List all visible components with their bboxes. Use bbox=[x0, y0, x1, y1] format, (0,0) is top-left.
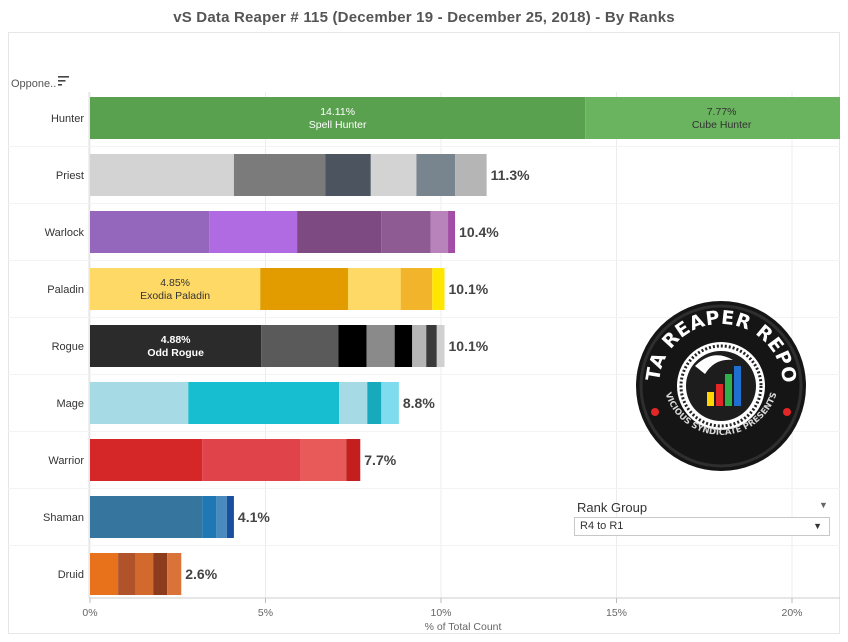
bar-segment[interactable] bbox=[426, 325, 437, 367]
bar-segment[interactable] bbox=[366, 325, 395, 367]
bar-segment[interactable] bbox=[448, 211, 456, 253]
bar-total-label: 2.6% bbox=[185, 566, 217, 582]
y-category-label: Hunter bbox=[51, 113, 84, 125]
y-category-label: Paladin bbox=[47, 284, 84, 296]
bar-segment[interactable] bbox=[260, 268, 348, 310]
sort-axis-label[interactable]: Oppone.. bbox=[11, 78, 57, 90]
bar-segment[interactable] bbox=[367, 382, 382, 424]
bar-segment[interactable] bbox=[153, 553, 168, 595]
bar-total-label: 8.8% bbox=[403, 395, 435, 411]
bar-segment[interactable] bbox=[338, 325, 367, 367]
bar-segment[interactable] bbox=[432, 268, 445, 310]
chart-border bbox=[8, 32, 840, 634]
y-category-label: Shaman bbox=[43, 512, 84, 524]
bar-segment[interactable] bbox=[90, 382, 189, 424]
bar-segment[interactable] bbox=[90, 211, 210, 253]
bar-segment[interactable] bbox=[233, 154, 326, 196]
segment-value-label: 4.88% bbox=[161, 334, 191, 346]
bar-segment[interactable] bbox=[297, 211, 382, 253]
bar-segment[interactable] bbox=[202, 439, 301, 481]
bar-segment[interactable] bbox=[436, 325, 445, 367]
chart-frame: 0%5%10%15%20%25%30%35%% of Total CountHu… bbox=[8, 32, 840, 634]
segment-archetype-label: Odd Rogue bbox=[147, 347, 204, 359]
bar-segment[interactable] bbox=[325, 154, 371, 196]
bar-segment[interactable] bbox=[90, 553, 119, 595]
rank-group-selected-value: R4 to R1 bbox=[580, 520, 624, 532]
bar-total-label: 4.1% bbox=[238, 509, 270, 525]
bar-segment[interactable] bbox=[346, 439, 361, 481]
bar-segment[interactable] bbox=[167, 553, 182, 595]
bar-segment[interactable] bbox=[90, 97, 586, 139]
bar-segment[interactable] bbox=[347, 268, 401, 310]
bar-total-label: 10.1% bbox=[449, 281, 489, 297]
bar-segment[interactable] bbox=[412, 325, 427, 367]
bar-segment[interactable] bbox=[455, 154, 487, 196]
stacked-bar-chart: 0%5%10%15%20%25%30%35%% of Total CountHu… bbox=[8, 32, 840, 634]
bar-segment[interactable] bbox=[300, 439, 347, 481]
rank-group-dropdown[interactable]: R4 to R1 ▼ bbox=[574, 517, 830, 536]
bar-segment[interactable] bbox=[90, 325, 262, 367]
dropdown-caret-icon[interactable]: ▼ bbox=[813, 521, 822, 531]
x-tick-label: 5% bbox=[258, 607, 273, 619]
x-tick-label: 0% bbox=[82, 607, 97, 619]
bar-segment[interactable] bbox=[90, 154, 234, 196]
bar-segment[interactable] bbox=[585, 97, 840, 139]
bar-segment[interactable] bbox=[381, 211, 431, 253]
x-axis-title: % of Total Count bbox=[425, 621, 502, 633]
segment-value-label: 4.85% bbox=[160, 277, 190, 289]
bar-total-label: 10.1% bbox=[449, 338, 489, 354]
bar-total-label: 10.4% bbox=[459, 224, 499, 240]
chart-title: vS Data Reaper # 115 (December 19 - Dece… bbox=[173, 9, 675, 26]
sort-descending-icon[interactable] bbox=[58, 75, 70, 87]
bar-segment[interactable] bbox=[118, 553, 136, 595]
segment-value-label: 14.11% bbox=[320, 106, 355, 118]
segment-archetype-label: Cube Hunter bbox=[692, 119, 752, 131]
bar-segment[interactable] bbox=[90, 496, 203, 538]
bar-segment[interactable] bbox=[339, 382, 368, 424]
y-category-label: Priest bbox=[56, 170, 84, 182]
bar-segment[interactable] bbox=[135, 553, 154, 595]
bar-total-label: 7.7% bbox=[364, 452, 396, 468]
bar-segment[interactable] bbox=[430, 211, 449, 253]
bar-total-label: 11.3% bbox=[491, 167, 530, 183]
bar-segment[interactable] bbox=[400, 268, 433, 310]
x-tick-label: 10% bbox=[430, 607, 451, 619]
bar-segment[interactable] bbox=[416, 154, 456, 196]
y-category-label: Rogue bbox=[52, 341, 84, 353]
y-category-label: Warlock bbox=[45, 227, 85, 239]
bar-segment[interactable] bbox=[381, 382, 399, 424]
bar-segment[interactable] bbox=[370, 154, 417, 196]
data-reaper-report-logo: DATA REAPER REPORT VICIOUS SYNDICATE PRE… bbox=[635, 300, 806, 471]
y-category-label: Mage bbox=[56, 398, 84, 410]
x-tick-label: 20% bbox=[781, 607, 802, 619]
y-category-label: Druid bbox=[58, 569, 84, 581]
bar-segment[interactable] bbox=[226, 496, 234, 538]
filter-menu-caret-icon[interactable]: ▼ bbox=[819, 500, 828, 510]
bar-segment[interactable] bbox=[90, 268, 261, 310]
x-tick-label: 15% bbox=[606, 607, 627, 619]
bar-segment[interactable] bbox=[209, 211, 298, 253]
bar-segment[interactable] bbox=[90, 439, 203, 481]
segment-archetype-label: Exodia Paladin bbox=[140, 290, 210, 302]
y-category-label: Warrior bbox=[48, 455, 84, 467]
segment-value-label: 7.77% bbox=[707, 106, 737, 118]
segment-archetype-label: Spell Hunter bbox=[309, 119, 367, 131]
bar-segment[interactable] bbox=[394, 325, 413, 367]
rank-group-filter-title: Rank Group bbox=[577, 500, 648, 515]
bar-segment[interactable] bbox=[188, 382, 340, 424]
bar-segment[interactable] bbox=[202, 496, 217, 538]
bar-segment[interactable] bbox=[261, 325, 339, 367]
bar-segment[interactable] bbox=[216, 496, 227, 538]
